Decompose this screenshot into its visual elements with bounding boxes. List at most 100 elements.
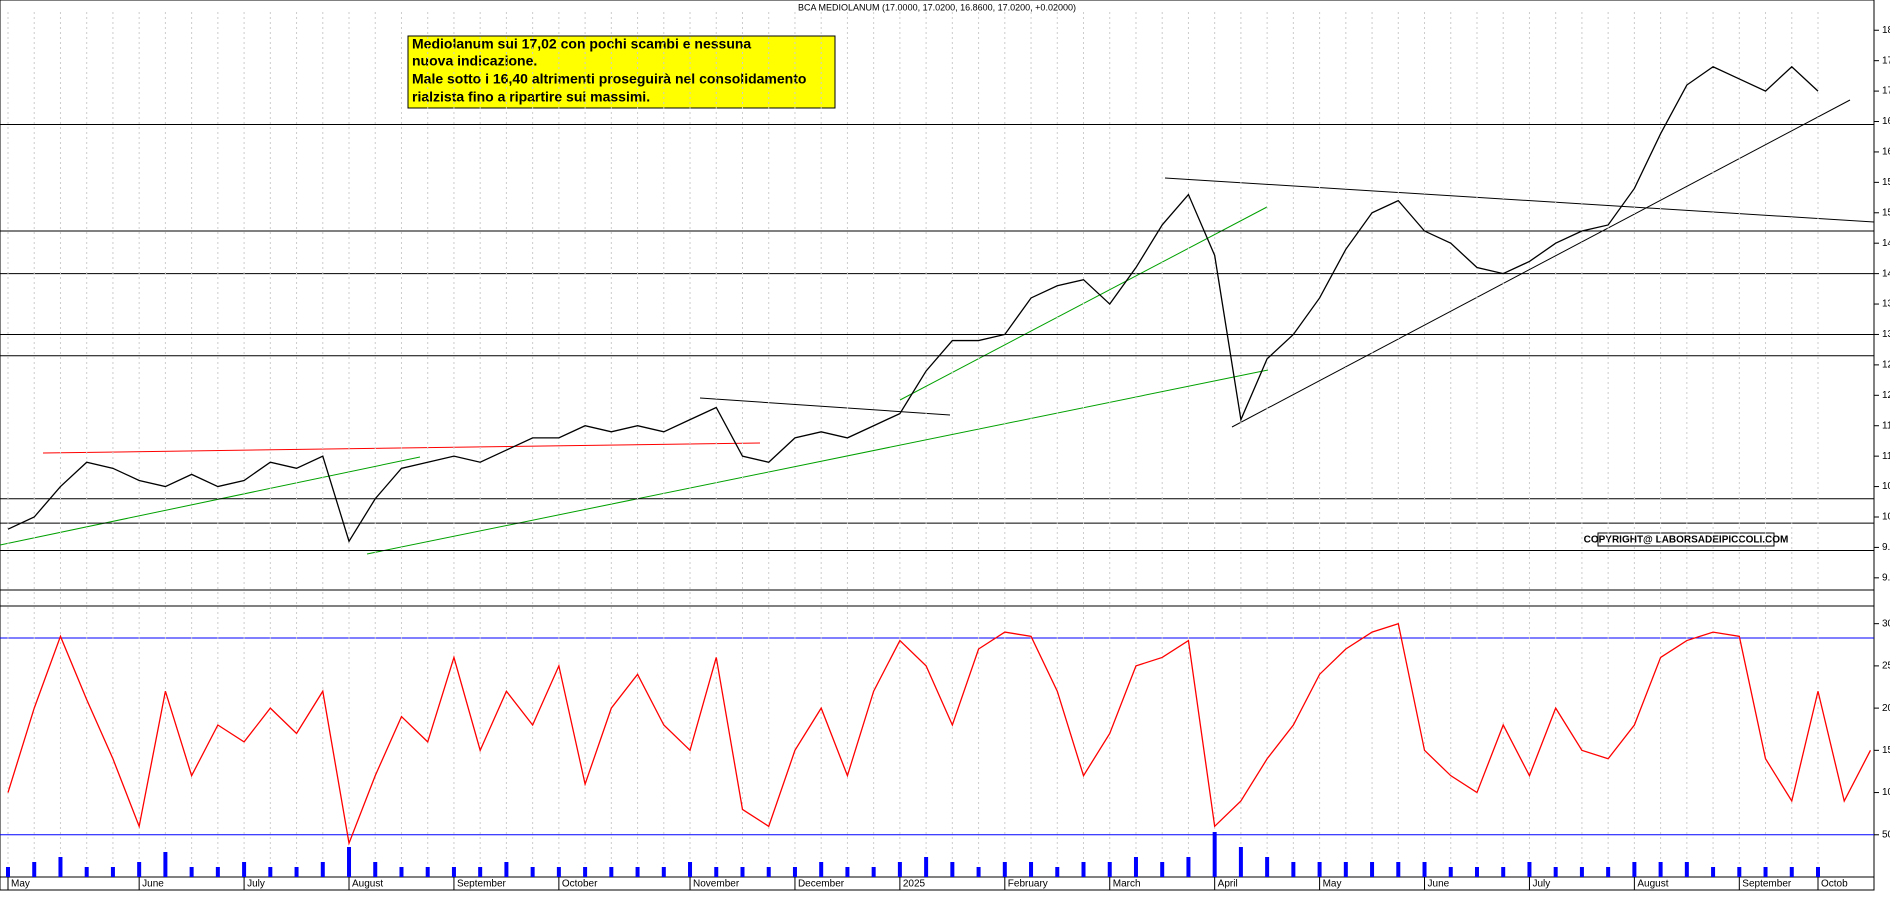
y-tick-label: 9.0 (1882, 572, 1890, 583)
volume-bar (1448, 867, 1453, 877)
volume-bar (1317, 862, 1322, 877)
x-tick-label: Octob (1821, 879, 1848, 890)
volume-bar (556, 867, 561, 877)
x-tick-label: June (142, 879, 164, 890)
volume-bar (242, 862, 247, 877)
annotation: Male sotto i 16,40 altrimenti proseguirà… (412, 71, 806, 87)
x-tick-label: May (1323, 879, 1342, 890)
volume-bar (1160, 862, 1165, 877)
y-tick-label: 10.5 (1882, 481, 1890, 492)
y2-tick-label: 25000 (1882, 661, 1890, 672)
volume-bar (1396, 862, 1401, 877)
y-tick-label: 16.0 (1882, 147, 1890, 158)
volume-bar (1553, 867, 1558, 877)
volume-bar (1632, 862, 1637, 877)
x-tick-label: November (693, 879, 740, 890)
volume-bar (661, 867, 666, 877)
annotation-box (407, 35, 836, 109)
y-tick-label: 17.5 (1882, 55, 1890, 66)
volume-bar (1081, 862, 1086, 877)
volume-bar (1606, 867, 1611, 877)
annotation: Mediolanum sui 17,02 con pochi scambi e … (412, 36, 751, 52)
x-tick-label: August (1637, 879, 1668, 890)
x-tick-label: August (352, 879, 383, 890)
volume-bar (451, 867, 456, 877)
volume-bar (373, 862, 378, 877)
copyright-box (1597, 532, 1775, 547)
x-tick-label: June (1428, 879, 1450, 890)
volume-bar (399, 867, 404, 877)
volume-bar (583, 867, 588, 877)
oscillator-line (7, 622, 1872, 846)
volume-bar (897, 862, 902, 877)
volume-bar (84, 867, 89, 877)
copyright: COPYRIGHT@ LABORSADEIPICCOLI.COM (1584, 535, 1789, 546)
x-tick-label: 2025 (903, 879, 926, 890)
y-tick-label: 13.0 (1882, 329, 1890, 340)
volume-bar (1763, 867, 1768, 877)
trendlines (0, 99, 1875, 555)
volume-bar (1107, 862, 1112, 877)
volume-bar (1422, 862, 1427, 877)
volume-bar (766, 867, 771, 877)
y2-tick-label: 10000 (1882, 787, 1890, 798)
volume-bar (1684, 862, 1689, 877)
y-tick-label: 16.5 (1882, 116, 1890, 127)
volume-bar (58, 857, 63, 877)
volume-bar (32, 862, 37, 877)
y-tick-label: 15.5 (1882, 177, 1890, 188)
volume-bar (1291, 862, 1296, 877)
y2-tick-label: 30000 (1882, 618, 1890, 629)
y2-tick-label: 20000 (1882, 703, 1890, 714)
volume-bar (504, 862, 509, 877)
chart-title: BCA MEDIOLANUM (17.0000, 17.0200, 16.860… (798, 2, 1076, 12)
volume-bar (530, 867, 535, 877)
price-line (7, 65, 1819, 543)
volume-bar (1737, 867, 1742, 877)
annotation: nuova indicazione. (412, 53, 537, 69)
x-tick-label: September (1742, 879, 1792, 890)
volume-bar (1711, 867, 1716, 877)
volume-bar (1002, 862, 1007, 877)
volume-bar (1789, 867, 1794, 877)
volume-bar (1343, 862, 1348, 877)
volume-bar (110, 867, 115, 877)
y-tick-label: 14.5 (1882, 238, 1890, 249)
volume-bar (1238, 847, 1243, 877)
volume-bar (845, 867, 850, 877)
x-tick-label: July (247, 879, 265, 890)
y-tick-label: 12.0 (1882, 390, 1890, 401)
volume-bar (1029, 862, 1034, 877)
x-tick-label: December (798, 879, 845, 890)
y-tick-label: 11.5 (1882, 420, 1890, 431)
volume-bar (320, 862, 325, 877)
x-tick-label: February (1008, 879, 1048, 890)
volume-bar (1265, 857, 1270, 877)
x-tick-label: March (1113, 879, 1141, 890)
volume-bar (688, 862, 693, 877)
volume-bar (268, 867, 273, 877)
volume-bar (347, 847, 352, 877)
volume-bar (1579, 867, 1584, 877)
y-tick-label: 13.5 (1882, 299, 1890, 310)
volume-bar (215, 867, 220, 877)
volume-bar (189, 867, 194, 877)
volume-bar (137, 862, 142, 877)
volume-bar (609, 867, 614, 877)
volume-bar (478, 867, 483, 877)
volume-bar (6, 867, 10, 877)
y-tick-label: 9.5 (1882, 542, 1890, 553)
volume-bar (1816, 867, 1820, 877)
frame (0, 0, 1875, 891)
volume-bar (1474, 867, 1479, 877)
annotation: rialzista fino a ripartire sui massimi. (412, 89, 650, 105)
x-tick-label: July (1532, 879, 1550, 890)
volume-bar (792, 867, 797, 877)
y2-tick-label: 15000 (1882, 745, 1890, 756)
y-tick-label: 11.0 (1882, 451, 1890, 462)
x-tick-label: October (562, 879, 598, 890)
volume-bar (1133, 857, 1138, 877)
volume-bar (1527, 862, 1532, 877)
y2-tick-label: 5000 (1882, 829, 1890, 840)
